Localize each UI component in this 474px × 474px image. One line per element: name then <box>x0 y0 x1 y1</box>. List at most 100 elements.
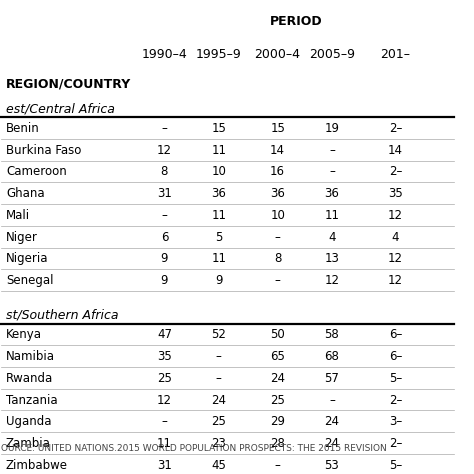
Text: 68: 68 <box>325 350 339 363</box>
Text: 1995–9: 1995–9 <box>196 47 242 61</box>
Text: PERIOD: PERIOD <box>269 15 322 28</box>
Text: 5–: 5– <box>389 459 402 472</box>
Text: 25: 25 <box>157 372 172 385</box>
Text: 36: 36 <box>211 187 226 200</box>
Text: 50: 50 <box>270 328 285 341</box>
Text: 47: 47 <box>157 328 172 341</box>
Text: 28: 28 <box>270 437 285 450</box>
Text: Nigeria: Nigeria <box>6 252 48 265</box>
Text: 29: 29 <box>270 415 285 428</box>
Text: 31: 31 <box>157 459 172 472</box>
Text: Zimbabwe: Zimbabwe <box>6 459 68 472</box>
Text: 53: 53 <box>325 459 339 472</box>
Text: 31: 31 <box>157 187 172 200</box>
Text: Uganda: Uganda <box>6 415 51 428</box>
Text: 36: 36 <box>270 187 285 200</box>
Text: 16: 16 <box>270 165 285 179</box>
Text: 12: 12 <box>388 209 403 222</box>
Text: Benin: Benin <box>6 122 40 135</box>
Text: OURCE: UNITED NATIONS.2015 WORLD POPULATION PROSPECTS: THE 2015 REVISION: OURCE: UNITED NATIONS.2015 WORLD POPULAT… <box>1 444 387 453</box>
Text: Senegal: Senegal <box>6 274 54 287</box>
Text: 52: 52 <box>211 328 226 341</box>
Text: –: – <box>274 274 281 287</box>
Text: 9: 9 <box>215 274 222 287</box>
Text: 24: 24 <box>270 372 285 385</box>
Text: –: – <box>329 165 335 179</box>
Text: 11: 11 <box>211 209 226 222</box>
Text: 12: 12 <box>324 274 339 287</box>
Text: Namibia: Namibia <box>6 350 55 363</box>
Text: 6–: 6– <box>389 350 402 363</box>
Text: Zambia: Zambia <box>6 437 51 450</box>
Text: Tanzania: Tanzania <box>6 393 57 407</box>
Text: 65: 65 <box>270 350 285 363</box>
Text: est/Central Africa: est/Central Africa <box>6 102 115 115</box>
Text: 5: 5 <box>215 230 222 244</box>
Text: 19: 19 <box>324 122 339 135</box>
Text: 2000–4: 2000–4 <box>255 47 301 61</box>
Text: REGION/COUNTRY: REGION/COUNTRY <box>6 78 131 91</box>
Text: 13: 13 <box>325 252 339 265</box>
Text: 45: 45 <box>211 459 226 472</box>
Text: 24: 24 <box>211 393 226 407</box>
Text: –: – <box>329 144 335 157</box>
Text: Ghana: Ghana <box>6 187 45 200</box>
Text: 25: 25 <box>211 415 226 428</box>
Text: 35: 35 <box>388 187 403 200</box>
Text: 23: 23 <box>211 437 226 450</box>
Text: 57: 57 <box>325 372 339 385</box>
Text: 12: 12 <box>157 393 172 407</box>
Text: 15: 15 <box>270 122 285 135</box>
Text: st/Southern Africa: st/Southern Africa <box>6 309 118 321</box>
Text: 5–: 5– <box>389 372 402 385</box>
Text: 10: 10 <box>270 209 285 222</box>
Text: 2–: 2– <box>389 165 402 179</box>
Text: 12: 12 <box>157 144 172 157</box>
Text: 15: 15 <box>211 122 226 135</box>
Text: –: – <box>162 415 167 428</box>
Text: Rwanda: Rwanda <box>6 372 53 385</box>
Text: 201–: 201– <box>380 47 410 61</box>
Text: 2–: 2– <box>389 393 402 407</box>
Text: Cameroon: Cameroon <box>6 165 67 179</box>
Text: 58: 58 <box>325 328 339 341</box>
Text: 2–: 2– <box>389 437 402 450</box>
Text: 25: 25 <box>270 393 285 407</box>
Text: 2–: 2– <box>389 122 402 135</box>
Text: 6–: 6– <box>389 328 402 341</box>
Text: 24: 24 <box>324 415 339 428</box>
Text: 1990–4: 1990–4 <box>142 47 187 61</box>
Text: 3–: 3– <box>389 415 402 428</box>
Text: 11: 11 <box>211 144 226 157</box>
Text: 4: 4 <box>328 230 336 244</box>
Text: 11: 11 <box>157 437 172 450</box>
Text: –: – <box>216 350 222 363</box>
Text: 8: 8 <box>161 165 168 179</box>
Text: –: – <box>162 209 167 222</box>
Text: Mali: Mali <box>6 209 30 222</box>
Text: –: – <box>162 122 167 135</box>
Text: –: – <box>329 393 335 407</box>
Text: 12: 12 <box>388 274 403 287</box>
Text: Burkina Faso: Burkina Faso <box>6 144 82 157</box>
Text: –: – <box>216 372 222 385</box>
Text: –: – <box>274 459 281 472</box>
Text: 4: 4 <box>392 230 399 244</box>
Text: 9: 9 <box>161 252 168 265</box>
Text: 14: 14 <box>388 144 403 157</box>
Text: 24: 24 <box>324 437 339 450</box>
Text: 6: 6 <box>161 230 168 244</box>
Text: 36: 36 <box>325 187 339 200</box>
Text: 2005–9: 2005–9 <box>309 47 355 61</box>
Text: –: – <box>274 230 281 244</box>
Text: 8: 8 <box>274 252 281 265</box>
Text: 11: 11 <box>211 252 226 265</box>
Text: 12: 12 <box>388 252 403 265</box>
Text: Niger: Niger <box>6 230 38 244</box>
Text: Kenya: Kenya <box>6 328 42 341</box>
Text: 9: 9 <box>161 274 168 287</box>
Text: 10: 10 <box>211 165 226 179</box>
Text: 35: 35 <box>157 350 172 363</box>
Text: 14: 14 <box>270 144 285 157</box>
Text: 11: 11 <box>324 209 339 222</box>
